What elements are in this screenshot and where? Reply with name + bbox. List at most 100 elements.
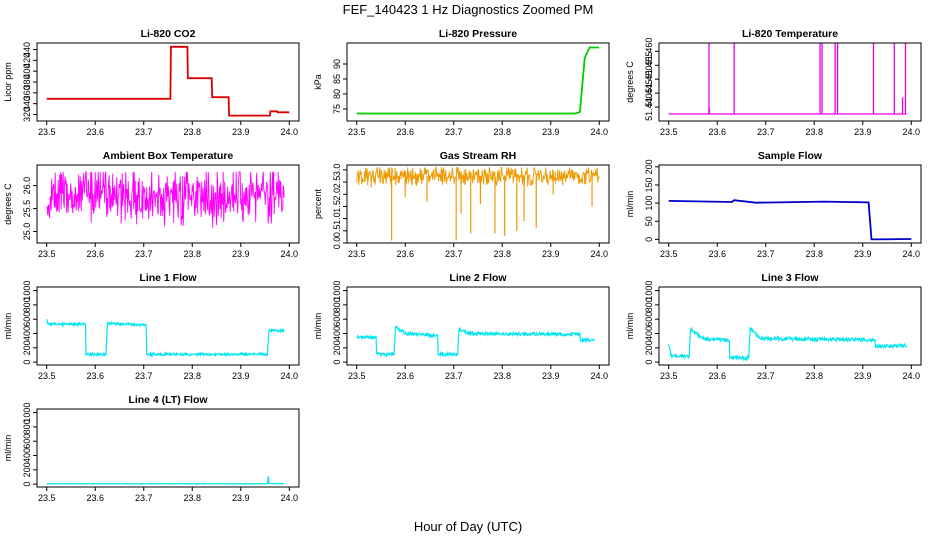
panel-line1: Line 1 Flow ml/min 23.5 23.6 23.7 23.8 23.9 24.…	[3, 272, 300, 381]
y-tick-label: 800	[332, 297, 342, 312]
x-tick-label: 23.7	[135, 249, 153, 259]
y-axis-label: Licor ppm	[3, 62, 13, 102]
x-tick-label: 23.6	[396, 249, 414, 259]
panel-rh: Gas Stream RH percent 23.5 23.6 23.7 23.8 23.9…	[313, 150, 610, 259]
y-tick-label: 0.0	[332, 237, 342, 250]
y-tick-label: 0	[22, 482, 32, 487]
y-tick-label: 85	[332, 74, 342, 84]
y-tick-label: 26.0	[22, 177, 32, 195]
x-tick-label: 23.6	[86, 127, 104, 137]
panel-title: Ambient Box Temperature	[103, 150, 234, 162]
panel-title: Line 3 Flow	[761, 272, 819, 284]
y-axis-label: ml/min	[625, 191, 635, 218]
y-axis-label: kPa	[313, 74, 323, 90]
plot-frame	[346, 164, 610, 244]
x-tick-label: 23.5	[660, 249, 678, 259]
x-tick-label: 23.5	[38, 493, 56, 503]
x-tick-label: 23.9	[232, 493, 250, 503]
y-tick-label: 51.455	[644, 52, 654, 80]
x-tick-label: 23.8	[805, 249, 823, 259]
y-tick-label: 320	[22, 107, 32, 122]
x-tick-label: 23.7	[445, 249, 463, 259]
plot-frame	[658, 164, 922, 244]
x-tick-label: 23.5	[348, 249, 366, 259]
y-tick-label: 50	[644, 216, 654, 226]
x-tick-label: 23.7	[135, 493, 153, 503]
x-tick-label: 23.6	[708, 127, 726, 137]
data-layer	[46, 45, 290, 117]
x-tick-label: 23.6	[396, 371, 414, 381]
data-layer	[356, 324, 595, 358]
figure-xlabel: Hour of Day (UTC)	[414, 519, 522, 534]
y-tick-label: 340	[22, 96, 32, 111]
data-layer	[668, 43, 907, 115]
x-tick-label: 23.9	[542, 249, 560, 259]
x-tick-label: 23.8	[183, 493, 201, 503]
x-tick-label: 23.8	[183, 249, 201, 259]
x-tick-label: 23.9	[232, 127, 250, 137]
y-tick-label: 51.450	[644, 65, 654, 93]
x-tick-label: 23.5	[660, 371, 678, 381]
y-tick-label: 800	[22, 419, 32, 434]
panel-line2: Line 2 Flow ml/min 23.5 23.6 23.7 23.8 23.9 24.…	[313, 272, 610, 381]
x-tick-label: 23.6	[708, 249, 726, 259]
x-tick-label: 23.8	[493, 249, 511, 259]
y-axis-label: ml/min	[313, 313, 323, 340]
y-tick-label: 1000	[332, 281, 342, 301]
panel-line4: Line 4 (LT) Flow ml/min 23.5 23.6 23.7 23.8 23…	[3, 394, 300, 503]
x-tick-label: 23.6	[86, 249, 104, 259]
x-tick-label: 23.5	[348, 371, 366, 381]
y-tick-label: 25.0	[22, 223, 32, 241]
y-tick-label: 380	[22, 74, 32, 89]
x-tick-label: 24.0	[281, 127, 299, 137]
y-tick-label: 0	[644, 237, 654, 242]
y-axis-label: degrees C	[625, 61, 635, 103]
y-tick-label: 400	[22, 326, 32, 341]
y-tick-label: 600	[644, 312, 654, 327]
series-line	[46, 319, 285, 358]
y-tick-label: 2.5	[332, 176, 342, 189]
data-layer	[668, 326, 907, 362]
x-tick-label: 23.6	[86, 493, 104, 503]
x-tick-label: 23.9	[232, 249, 250, 259]
y-tick-label: 0	[332, 360, 342, 365]
y-tick-label: 400	[644, 326, 654, 341]
y-tick-label: 600	[332, 312, 342, 327]
y-tick-label: 400	[22, 448, 32, 463]
panel-title: Li-820 CO2	[141, 28, 196, 40]
plot-frame	[36, 164, 300, 244]
y-tick-label: 440	[22, 42, 32, 57]
x-tick-label: 23.6	[396, 127, 414, 137]
panel-title: Li-820 Pressure	[439, 28, 517, 40]
plot-frame	[36, 42, 300, 122]
y-tick-label: 150	[644, 177, 654, 192]
x-tick-label: 24.0	[281, 493, 299, 503]
x-tick-label: 23.9	[854, 371, 872, 381]
x-tick-label: 24.0	[281, 371, 299, 381]
series-noise	[46, 170, 285, 228]
x-tick-label: 23.7	[757, 371, 775, 381]
series-line	[356, 46, 600, 115]
y-tick-label: 400	[22, 64, 32, 79]
panel-title: Line 4 (LT) Flow	[128, 394, 208, 406]
x-tick-label: 24.0	[591, 127, 609, 137]
plot-frame	[346, 286, 610, 366]
y-tick-label: 600	[22, 434, 32, 449]
panel-title: Li-820 Temperature	[742, 28, 838, 40]
data-layer	[356, 46, 600, 115]
x-tick-label: 23.8	[805, 371, 823, 381]
panel-title: Sample Flow	[758, 150, 823, 162]
x-tick-label: 23.5	[38, 371, 56, 381]
y-tick-label: 1.5	[332, 200, 342, 213]
y-tick-label: 200	[22, 462, 32, 477]
y-tick-label: 0	[22, 360, 32, 365]
panel-temperature: Li-820 Temperature degrees C 23.5 23.6 23.7 2…	[625, 28, 922, 137]
y-axis-label: percent	[313, 188, 323, 219]
x-tick-label: 23.7	[445, 371, 463, 381]
x-tick-label: 23.9	[542, 127, 560, 137]
plot-frame	[658, 286, 922, 366]
y-tick-label: 80	[332, 89, 342, 99]
x-tick-label: 23.5	[660, 127, 678, 137]
y-tick-label: 51.445	[644, 79, 654, 107]
